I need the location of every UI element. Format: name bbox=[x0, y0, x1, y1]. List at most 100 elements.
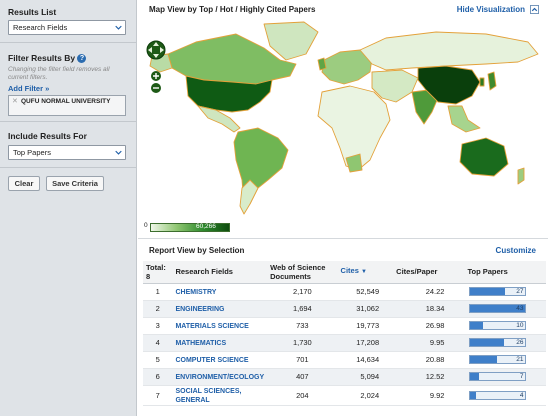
map-region-australia[interactable] bbox=[459, 137, 509, 177]
results-list-value: Research Fields bbox=[13, 23, 68, 32]
world-map[interactable] bbox=[146, 20, 542, 220]
top-papers-cell: 43 bbox=[464, 300, 546, 318]
map-region-new-zealand[interactable] bbox=[517, 167, 525, 185]
map-region-mexico[interactable] bbox=[197, 105, 241, 133]
table-row: 6 ENVIRONMENT/ECOLOGY 407 5,094 12.52 7 bbox=[143, 368, 546, 386]
cites-per-paper-cell: 12.52 bbox=[393, 368, 465, 386]
top-papers-bar[interactable]: 26 bbox=[469, 338, 527, 347]
top-papers-bar[interactable]: 7 bbox=[469, 372, 527, 381]
cites-per-paper-cell: 26.98 bbox=[393, 317, 465, 335]
field-header[interactable]: Research Fields bbox=[172, 261, 268, 284]
field-cell: MATERIALS SCIENCE bbox=[172, 317, 268, 335]
clear-button[interactable]: Clear bbox=[8, 176, 40, 191]
cites-header[interactable]: Cites ▼ bbox=[337, 261, 394, 284]
results-list-select[interactable]: Research Fields bbox=[8, 20, 126, 35]
top-papers-bar[interactable]: 27 bbox=[469, 287, 527, 296]
cites-cell: 19,773 bbox=[337, 317, 394, 335]
top-papers-bar-fill bbox=[470, 305, 526, 312]
table-row: 4 MATHEMATICS 1,730 17,208 9.95 26 bbox=[143, 334, 546, 352]
top-papers-bar-fill bbox=[470, 322, 484, 329]
table-row: 1 CHEMISTRY 2,170 52,549 24.22 27 bbox=[143, 283, 546, 301]
chevron-down-icon bbox=[115, 150, 122, 155]
top-papers-bar-fill bbox=[470, 339, 504, 346]
customize-link[interactable]: Customize bbox=[495, 246, 536, 255]
top-papers-cell: 27 bbox=[464, 283, 546, 301]
rank-cell: 5 bbox=[143, 351, 173, 369]
sidebar-divider bbox=[0, 121, 137, 122]
map-region-korea[interactable] bbox=[479, 77, 485, 87]
top-papers-value: 10 bbox=[516, 322, 524, 329]
results-table: Total: 8 Research Fields Web of Science … bbox=[143, 261, 546, 406]
top-papers-bar[interactable]: 43 bbox=[469, 304, 527, 313]
top-papers-cell: 10 bbox=[464, 317, 546, 335]
field-link[interactable]: CHEMISTRY bbox=[175, 288, 217, 296]
rank-cell: 6 bbox=[143, 368, 173, 386]
total-header: Total: 8 bbox=[143, 261, 173, 284]
map-pan-control[interactable] bbox=[146, 40, 166, 60]
top-papers-bar[interactable]: 10 bbox=[469, 321, 527, 330]
top-papers-bar-fill bbox=[470, 288, 506, 295]
top-papers-cell: 4 bbox=[464, 385, 546, 406]
zoom-in-icon[interactable] bbox=[151, 71, 161, 81]
zoom-out-icon[interactable] bbox=[151, 83, 161, 93]
field-link[interactable]: COMPUTER SCIENCE bbox=[175, 356, 249, 364]
hide-visualization-link[interactable]: Hide Visualization bbox=[456, 5, 525, 14]
map-region-south-africa[interactable] bbox=[345, 153, 363, 173]
field-link[interactable]: SOCIAL SCIENCES, GENERAL bbox=[175, 387, 242, 405]
field-cell: ENVIRONMENT/ECOLOGY bbox=[172, 368, 268, 386]
add-filter-link[interactable]: Add Filter » bbox=[8, 84, 50, 93]
map-region-southeast-asia[interactable] bbox=[447, 105, 481, 133]
top-papers-bar[interactable]: 4 bbox=[469, 390, 527, 400]
top-papers-value: 26 bbox=[516, 339, 524, 346]
collapse-icon[interactable] bbox=[530, 5, 539, 14]
field-link[interactable]: MATHEMATICS bbox=[175, 339, 227, 347]
legend-max: 60,266 bbox=[196, 223, 216, 230]
rank-cell: 4 bbox=[143, 334, 173, 352]
field-link[interactable]: ENGINEERING bbox=[175, 305, 225, 313]
map-region-russia[interactable] bbox=[359, 31, 539, 71]
cites-per-paper-cell: 18.34 bbox=[393, 300, 465, 318]
map-region-europe[interactable] bbox=[321, 49, 373, 85]
filter-by-heading: Filter Results By ? bbox=[8, 53, 87, 64]
docs-header[interactable]: Web of Science Documents bbox=[267, 261, 338, 284]
map-region-greenland[interactable] bbox=[263, 21, 319, 61]
cites-header-label: Cites bbox=[340, 266, 359, 276]
map-region-japan[interactable] bbox=[487, 71, 497, 91]
cites-per-paper-header[interactable]: Cites/Paper bbox=[393, 261, 465, 284]
rank-cell: 7 bbox=[143, 385, 173, 406]
filter-chip-label: QUFU NORMAL UNIVERSITY bbox=[21, 98, 111, 105]
map-region-argentina[interactable] bbox=[239, 179, 259, 215]
table-row: 3 MATERIALS SCIENCE 733 19,773 26.98 10 bbox=[143, 317, 546, 335]
map-region-middle-east[interactable] bbox=[371, 69, 419, 103]
top-papers-value: 27 bbox=[516, 288, 524, 295]
cites-cell: 31,062 bbox=[337, 300, 394, 318]
top-papers-bar[interactable]: 21 bbox=[469, 355, 527, 364]
filter-by-label: Filter Results By bbox=[8, 53, 76, 63]
main-panel: Map View by Top / Hot / Highly Cited Pap… bbox=[138, 0, 548, 416]
top-papers-cell: 21 bbox=[464, 351, 546, 369]
close-icon[interactable]: ✕ bbox=[12, 98, 18, 105]
cites-per-paper-cell: 20.88 bbox=[393, 351, 465, 369]
map-region-uk[interactable] bbox=[317, 57, 327, 71]
top-papers-value: 43 bbox=[516, 305, 524, 312]
map-region-china[interactable] bbox=[417, 65, 481, 105]
save-criteria-button[interactable]: Save Criteria bbox=[46, 176, 104, 191]
top-papers-header[interactable]: Top Papers bbox=[464, 261, 546, 284]
cites-cell: 14,634 bbox=[337, 351, 394, 369]
include-results-select[interactable]: Top Papers bbox=[8, 145, 126, 160]
field-link[interactable]: MATERIALS SCIENCE bbox=[175, 322, 249, 330]
docs-cell: 204 bbox=[267, 385, 338, 406]
legend-min: 0 bbox=[144, 222, 148, 229]
help-icon[interactable]: ? bbox=[77, 54, 87, 64]
cites-cell: 5,094 bbox=[337, 368, 394, 386]
filter-hint: Changing the filter field removes all cu… bbox=[8, 66, 110, 81]
results-list-label: Results List bbox=[8, 7, 57, 17]
top-papers-cell: 7 bbox=[464, 368, 546, 386]
docs-cell: 2,170 bbox=[267, 283, 338, 301]
docs-cell: 1,694 bbox=[267, 300, 338, 318]
field-link[interactable]: ENVIRONMENT/ECOLOGY bbox=[175, 373, 265, 381]
field-cell: CHEMISTRY bbox=[172, 283, 268, 301]
top-papers-bar-fill bbox=[470, 356, 498, 363]
rank-cell: 1 bbox=[143, 283, 173, 301]
map-region-africa[interactable] bbox=[317, 85, 391, 171]
